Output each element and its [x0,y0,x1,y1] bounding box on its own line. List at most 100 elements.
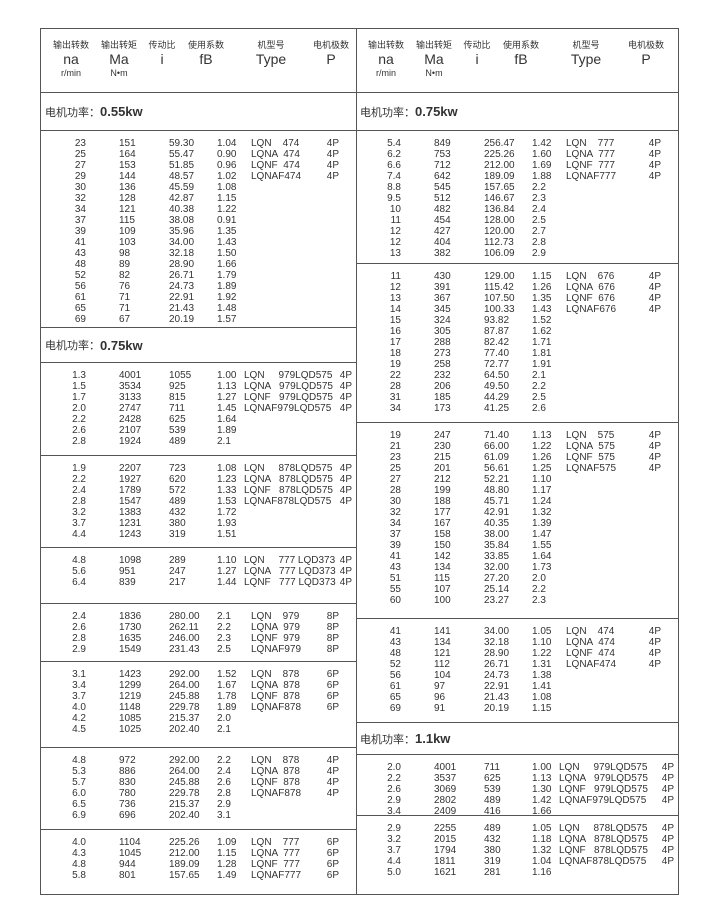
data-group: 1.9 2207 723 1.08 LQN 878LQD575 4P 2.2 1927 620 1… [41,456,356,548]
table-row: 55 107 25.14 2.2 [356,584,678,595]
cell-p: 4P [648,463,661,474]
table-row: 4.5 1025 202.40 2.1 [41,724,356,735]
cell-i: 71.40 [484,430,510,441]
cell-na: 14 [389,304,401,315]
cell-na: 12 [389,226,401,237]
cell-i: 229.78 [169,702,200,713]
cell-ma: 1927 [119,474,142,485]
cell-fb: 1.25 [532,463,552,474]
cell-i: 49.50 [484,381,510,392]
cell-fb: 1.15 [532,271,552,282]
cell-type: LQN 575 [566,430,615,441]
header-symbol: fB [514,51,528,67]
cell-fb: 1.16 [532,867,552,878]
cell-fb: 1.57 [217,314,237,325]
data-group: 11 430 129.00 1.15 LQN 676 4P 12 391 115.42 1.26 L… [356,264,678,423]
header-na: 输出转数 na r/min [36,39,106,79]
table-row: 37 158 38.00 1.47 [356,529,678,540]
cell-ma: 121 [434,648,451,659]
header-symbol: Ma [424,51,444,67]
cell-type: LQNA 575 [566,441,615,452]
cell-ma: 151 [119,138,136,149]
table-row: 43 134 32.00 1.73 [356,562,678,573]
cell-ma: 150 [434,540,451,551]
cell-type: LQNF 878 [251,777,300,788]
cell-i: 212.00 [484,160,515,171]
cell-ma: 89 [119,259,131,270]
cell-na: 25 [74,149,86,160]
cell-i: 1055 [169,370,192,381]
cell-fb: 1.15 [217,848,237,859]
cell-fb: 2.2 [217,755,231,766]
table-row: 6.9 696 202.40 3.1 [41,810,356,821]
cell-fb: 1.41 [532,681,552,692]
cell-type: LQNF 979LQD575 [559,784,648,795]
cell-p: 6P [326,680,339,691]
cell-ma: 324 [434,315,451,326]
cell-ma: 1085 [119,713,142,724]
cell-type: LQNAF474 [566,659,617,670]
table-row: 56 76 24.73 1.89 [41,281,356,292]
cell-fb: 1.04 [217,138,237,149]
cell-i: 23.27 [484,595,510,606]
header-fb: 使用系数 fB [486,39,556,79]
cell-ma: 164 [119,149,136,160]
cell-na: 5.6 [72,566,86,577]
cell-fb: 1.93 [217,518,237,529]
cell-na: 2.8 [72,633,86,644]
cell-na: 2.6 [387,784,401,795]
cell-i: 38.00 [484,529,510,540]
cell-ma: 1794 [434,845,457,856]
cell-type: LQN 676 [566,271,615,282]
cell-p: 4P [326,788,339,799]
cell-i: 26.71 [484,659,510,670]
cell-type: LQNAF979LQD575 [244,403,332,414]
header-ma: 输出转矩 Ma N•m [399,39,469,79]
table-row: 32 128 42.87 1.15 [41,193,356,204]
cell-fb: 2.3 [217,633,231,644]
cell-p: 4P [326,766,339,777]
cell-i: 93.82 [484,315,510,326]
cell-fb: 1.08 [532,692,552,703]
cell-type: LQNA 474 [251,149,300,160]
cell-fb: 1.89 [217,425,237,436]
cell-na: 4.0 [72,837,86,848]
cell-fb: 1.32 [532,507,552,518]
cell-na: 30 [389,496,401,507]
motor-power-label: 电机功率： [45,340,100,352]
cell-na: 12 [389,282,401,293]
cell-p: 4P [661,773,674,784]
cell-p: 4P [648,430,661,441]
cell-i: 24.73 [169,281,195,292]
cell-na: 28 [389,381,401,392]
header-cn-label: 使用系数 [502,40,539,50]
cell-ma: 2802 [434,795,457,806]
table-row: 4.0 1148 229.78 1.89 LQNAF878 6P [41,702,356,713]
cell-fb: 1.92 [217,292,237,303]
cell-na: 60 [389,595,401,606]
header-cn-label: 传动比 [148,40,176,50]
table-row: 9.5 512 146.67 2.3 [356,193,678,204]
header-symbol: P [326,51,336,67]
cell-i: 59.30 [169,138,195,149]
table-row: 23 151 59.30 1.04 LQN 474 4P [41,138,356,149]
cell-type: LQNAF474 [251,171,302,182]
cell-type: LQNAF878 [251,788,302,799]
cell-i: 225.26 [169,837,200,848]
cell-i: 20.19 [169,314,195,325]
header-unit [171,67,241,79]
cell-fb: 1.60 [532,149,552,160]
cell-i: 32.00 [484,562,510,573]
cell-na: 2.9 [387,823,401,834]
cell-na: 7.4 [387,171,401,182]
cell-p: 4P [339,555,352,566]
cell-type: LQN 474 [251,138,300,149]
cell-ma: 1635 [119,633,142,644]
table-row: 5.8 801 157.65 1.49 LQNAF777 6P [41,870,356,881]
cell-ma: 104 [434,670,451,681]
table-row: 5.7 830 245.88 2.6 LQNF 878 4P [41,777,356,788]
table-row: 30 188 45.71 1.24 [356,496,678,507]
cell-ma: 642 [434,171,451,182]
cell-fb: 2.2 [532,584,546,595]
cell-fb: 2.9 [532,248,546,259]
